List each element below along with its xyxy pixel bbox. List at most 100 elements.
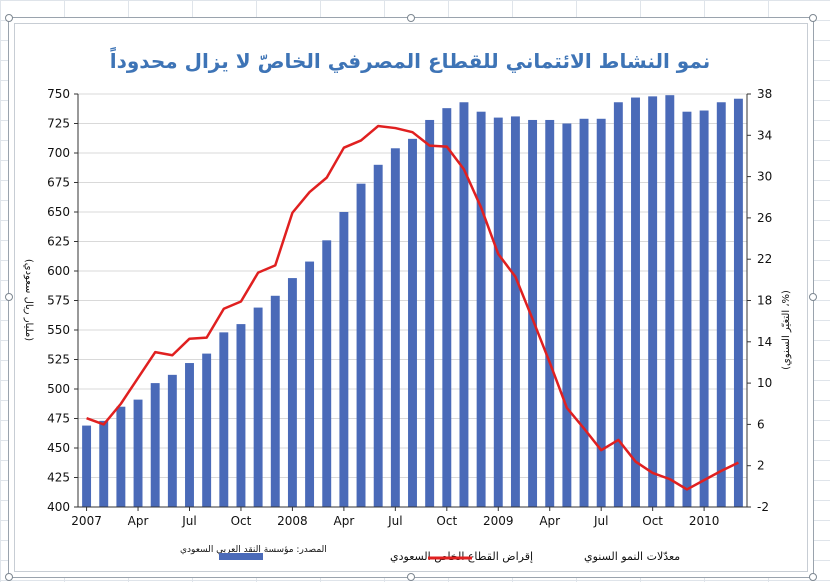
x-tick-label: Apr (539, 514, 560, 528)
legend-bar-swatch (219, 553, 263, 560)
x-tick-label: 2010 (689, 514, 720, 528)
bar (493, 117, 503, 507)
bar (339, 212, 349, 507)
resize-handle-bottom-left[interactable] (5, 573, 13, 581)
x-tick-label: 2007 (71, 514, 102, 528)
bar (373, 164, 383, 508)
bar (682, 111, 692, 507)
bar (459, 102, 469, 507)
legend-line-label: معدّلات النمو السنوي (584, 550, 680, 563)
bar (733, 98, 743, 507)
bar (528, 119, 538, 508)
bar (579, 118, 589, 507)
x-tick-label: Jul (181, 514, 196, 528)
bar (425, 119, 435, 508)
right-tick-label: 10 (757, 376, 772, 390)
bar (716, 102, 726, 507)
chart-inner-border (14, 23, 808, 572)
right-axis-ticks: 38 34 30 26 22 18 14 10 6 2 -2 (747, 87, 772, 514)
right-tick-label: 14 (757, 335, 772, 349)
right-tick-label: 6 (757, 417, 765, 431)
bar (390, 148, 400, 507)
bar (253, 307, 263, 507)
left-tick-label: 450 (47, 441, 70, 455)
resize-handle-mid-right[interactable] (809, 293, 817, 301)
left-tick-label: 650 (47, 205, 70, 219)
left-tick-label: 525 (47, 353, 70, 367)
left-axis-ticks: 750 725 700 675 650 625 600 575 550 525 500 475 450 4… (47, 87, 78, 514)
bar (596, 118, 606, 507)
resize-handle-top-center[interactable] (407, 14, 415, 22)
left-axis-title: (مليار ريال سعودي) (23, 259, 34, 341)
bar (356, 183, 366, 507)
bar (545, 119, 555, 508)
x-tick-label: Oct (436, 514, 457, 528)
bar (185, 363, 194, 507)
growth-rate-line (86, 124, 739, 491)
left-tick-label: 625 (47, 235, 70, 249)
x-tick-label: Apr (334, 514, 355, 528)
right-tick-label: 2 (757, 459, 765, 473)
bar (167, 374, 177, 507)
x-tick-label: 2009 (483, 514, 514, 528)
bar (476, 111, 486, 507)
right-tick-label: 26 (757, 211, 772, 225)
bar (236, 324, 246, 507)
left-tick-label: 550 (47, 323, 70, 337)
bar (219, 332, 229, 507)
bar (613, 102, 623, 507)
resize-handle-bottom-center[interactable] (407, 573, 415, 581)
bar (305, 261, 315, 507)
left-tick-label: 750 (47, 87, 70, 101)
x-tick-label: Jul (387, 514, 402, 528)
right-tick-label: 30 (757, 170, 772, 184)
right-tick-label: 18 (757, 294, 772, 308)
bar (82, 425, 92, 507)
bar (631, 97, 640, 507)
chart-title: نمو النشاط الائتماني للقطاع المصرفي الخا… (110, 47, 711, 74)
x-axis-ticks: 2007 Apr Jul Oct 2008 Apr Jul Oct 2009 Apr Jul Oct 2… (71, 507, 719, 528)
bar (562, 123, 572, 507)
left-tick-label: 475 (47, 412, 70, 426)
right-tick-label: 38 (757, 87, 772, 101)
bar (699, 110, 709, 508)
bar (287, 278, 297, 507)
resize-handle-bottom-right[interactable] (809, 573, 817, 581)
x-tick-label: 2008 (277, 514, 308, 528)
bar (442, 108, 452, 507)
left-tick-label: 600 (47, 264, 70, 278)
right-tick-label: -2 (757, 500, 769, 514)
resize-handle-top-right[interactable] (809, 14, 817, 22)
bar (665, 95, 675, 508)
bar (408, 138, 417, 507)
bar (133, 399, 143, 507)
bar (99, 420, 109, 507)
right-tick-label: 34 (757, 128, 772, 142)
bar (510, 116, 520, 508)
left-tick-label: 400 (47, 500, 70, 514)
line-series (86, 124, 739, 491)
left-tick-label: 425 (47, 471, 70, 485)
bar (648, 96, 658, 508)
x-tick-label: Oct (231, 514, 252, 528)
bar (202, 353, 212, 507)
x-tick-label: Apr (128, 514, 149, 528)
resize-handle-mid-left[interactable] (5, 293, 13, 301)
x-tick-label: Jul (593, 514, 608, 528)
left-tick-label: 725 (47, 117, 70, 131)
left-tick-label: 500 (47, 382, 70, 396)
right-tick-label: 22 (757, 252, 772, 266)
chart-source-note: المصدر: مؤسسة النقد العربي السعودي (180, 545, 327, 555)
left-tick-label: 575 (47, 294, 70, 308)
left-tick-label: 700 (47, 146, 70, 160)
left-tick-label: 675 (47, 176, 70, 190)
right-axis-title: (%، التغيّر السنوي) (781, 290, 792, 370)
x-tick-label: Oct (642, 514, 663, 528)
bar (150, 383, 160, 507)
bar (270, 295, 280, 507)
bar (116, 406, 126, 507)
bar (322, 240, 332, 507)
resize-handle-top-left[interactable] (5, 14, 13, 22)
bar-series (82, 95, 743, 508)
